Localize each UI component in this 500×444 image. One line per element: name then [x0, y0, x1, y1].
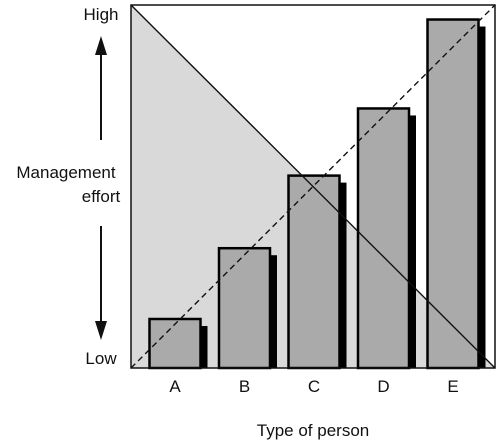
x-tick-label-d: D: [377, 377, 389, 396]
y-axis-label-line2: effort: [82, 187, 121, 206]
x-tick-label-e: E: [447, 377, 458, 396]
plot-frame: [130, 4, 496, 369]
x-axis-label: Type of person: [257, 421, 369, 440]
up-arrow-icon: [95, 36, 107, 140]
bar-c: [287, 174, 347, 370]
y-low-label: Low: [85, 349, 117, 368]
down-arrow-icon: [95, 226, 107, 340]
x-tick-label-c: C: [308, 377, 320, 396]
y-high-label: High: [84, 5, 119, 24]
bars-group: [148, 18, 486, 370]
bar-rect: [217, 246, 272, 370]
x-tick-label-b: B: [239, 377, 250, 396]
bar-e: [426, 18, 486, 370]
bar-a: [148, 317, 208, 370]
dashed-diagonal-line: [130, 4, 496, 369]
bar-d: [356, 107, 416, 370]
bar-rect: [148, 317, 202, 370]
bar-b: [217, 246, 277, 370]
y-axis-label-line1: Management: [16, 163, 116, 182]
bar-rect: [426, 18, 480, 370]
x-tick-label-a: A: [169, 377, 181, 396]
x-tick-labels: A B C D E: [169, 377, 458, 396]
solid-diagonal-line: [130, 4, 496, 369]
